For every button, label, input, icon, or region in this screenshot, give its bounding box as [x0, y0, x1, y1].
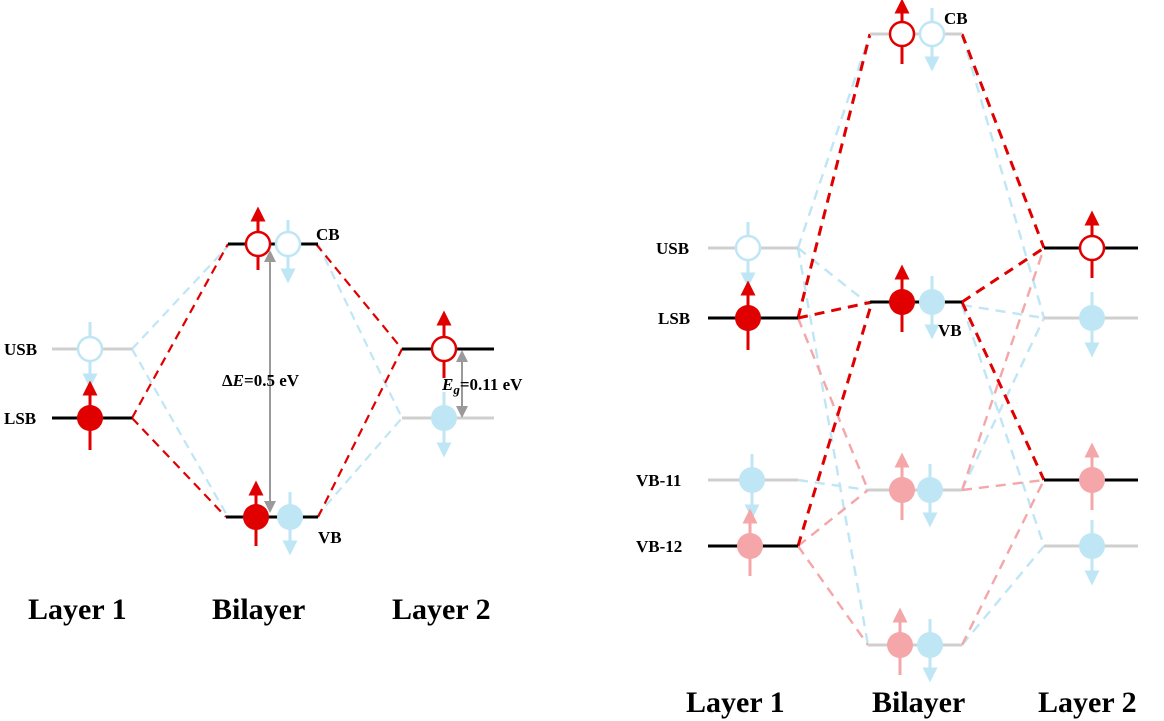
- gap-label: Eg=0.11 eV: [441, 375, 523, 397]
- filled-circle-icon: [919, 289, 945, 315]
- open-circle-icon: [918, 20, 946, 48]
- label-vb: VB: [938, 321, 962, 340]
- connector-lsb-to-cb: [131, 243, 229, 419]
- filled-circle-icon: [917, 632, 943, 658]
- filled-circle-icon: [277, 504, 303, 530]
- connector-lsb-to-mid: [796, 317, 870, 491]
- connector-vb12-to-bottom: [797, 545, 869, 646]
- connector-bottom-to-l2-bottom: [961, 545, 1045, 646]
- left-connectors: [131, 243, 403, 518]
- open-circle-icon: [1078, 234, 1106, 262]
- filled-circle-icon: [739, 467, 765, 493]
- connector-lsb-to-vb: [797, 300, 873, 320]
- filled-circle-icon: [1079, 467, 1105, 493]
- connector-cb-to-l2-low: [960, 33, 1046, 319]
- connector-vb-to-l2-bottom: [960, 304, 1046, 547]
- connector-cb-to-l2-upper: [315, 243, 403, 350]
- right-panel: USB LSB VB-11 VB-12 CB VB Layer 1 Bilaye…: [636, 0, 1138, 719]
- label-vb12: VB-12: [636, 537, 682, 556]
- column-label-bilayer: Bilayer: [872, 686, 965, 719]
- open-circle-icon: [734, 234, 762, 262]
- connector-usb-to-vb: [131, 348, 229, 518]
- connector-cb-to-l2-top: [960, 33, 1046, 249]
- filled-circle-icon: [77, 405, 103, 431]
- filled-circle-icon: [1079, 305, 1105, 331]
- label-usb: USB: [656, 239, 689, 258]
- filled-circle-icon: [735, 305, 761, 331]
- connector-mid-to-l2-low: [960, 317, 1046, 491]
- right-particles: [734, 0, 1106, 683]
- open-circle-icon: [274, 230, 302, 258]
- filled-circle-icon: [243, 504, 269, 530]
- open-circle-icon: [76, 335, 104, 363]
- column-label-layer1: Layer 1: [28, 593, 127, 626]
- connector-bottom-to-l2-vb11: [960, 479, 1046, 646]
- connector-mid-to-l2-top: [960, 247, 1046, 491]
- connector-usb-to-vb: [797, 247, 871, 306]
- label-lsb: LSB: [4, 409, 36, 428]
- column-label-bilayer: Bilayer: [212, 593, 305, 626]
- filled-circle-icon: [887, 632, 913, 658]
- connector-mid-to-l2-vb11: [961, 478, 1045, 492]
- delta-e-value: =0.5 eV: [244, 371, 300, 390]
- open-circle-icon: [244, 230, 272, 258]
- connector-vb11-to-mid: [797, 478, 869, 492]
- delta-e-label: ΔE=0.5 eV: [222, 371, 300, 390]
- column-label-layer2: Layer 2: [392, 593, 491, 626]
- label-vb: VB: [318, 528, 342, 547]
- open-circle-icon: [430, 335, 458, 363]
- right-levels: [708, 32, 1138, 647]
- label-usb: USB: [4, 340, 37, 359]
- connector-vb-to-l2-upper: [317, 348, 403, 518]
- open-circle-icon: [888, 20, 916, 48]
- left-panel: USB LSB CB VB ΔE=0.5 eV Eg=0.11 eV Layer…: [4, 206, 523, 626]
- gap-var: E: [441, 375, 453, 394]
- left-particles: [76, 206, 458, 556]
- connector-vb-to-l2-low: [961, 303, 1045, 320]
- label-vb11: VB-11: [636, 471, 681, 490]
- gap-value: =0.11 eV: [460, 375, 523, 394]
- connector-usb-to-cb: [131, 243, 231, 350]
- delta-e-symbol: Δ: [222, 371, 233, 390]
- right-connectors: [796, 33, 1046, 646]
- filled-circle-icon: [737, 533, 763, 559]
- column-label-layer1: Layer 1: [686, 686, 785, 719]
- delta-e-var: E: [232, 371, 244, 390]
- connector-vb12-to-mid: [797, 489, 869, 547]
- filled-circle-icon: [1079, 533, 1105, 559]
- connector-lsb-to-cb: [796, 33, 872, 319]
- label-lsb: LSB: [658, 309, 690, 328]
- label-cb: CB: [944, 9, 968, 28]
- label-cb: CB: [316, 225, 340, 244]
- connector-vb-to-l2-top: [961, 246, 1045, 304]
- filled-circle-icon: [889, 289, 915, 315]
- connector-vb-to-l2-lower: [315, 417, 403, 518]
- connector-cb-to-l2-lower: [317, 243, 403, 419]
- column-label-layer2: Layer 2: [1038, 686, 1137, 719]
- connector-usb-to-bottom: [796, 247, 870, 646]
- filled-circle-icon: [917, 477, 943, 503]
- connector-lsb-to-vb: [131, 417, 227, 518]
- connector-usb-to-cb: [796, 33, 872, 249]
- connector-vb12-to-vb: [796, 301, 874, 547]
- gap-sub: g: [452, 382, 460, 397]
- filled-circle-icon: [431, 405, 457, 431]
- filled-circle-icon: [889, 477, 915, 503]
